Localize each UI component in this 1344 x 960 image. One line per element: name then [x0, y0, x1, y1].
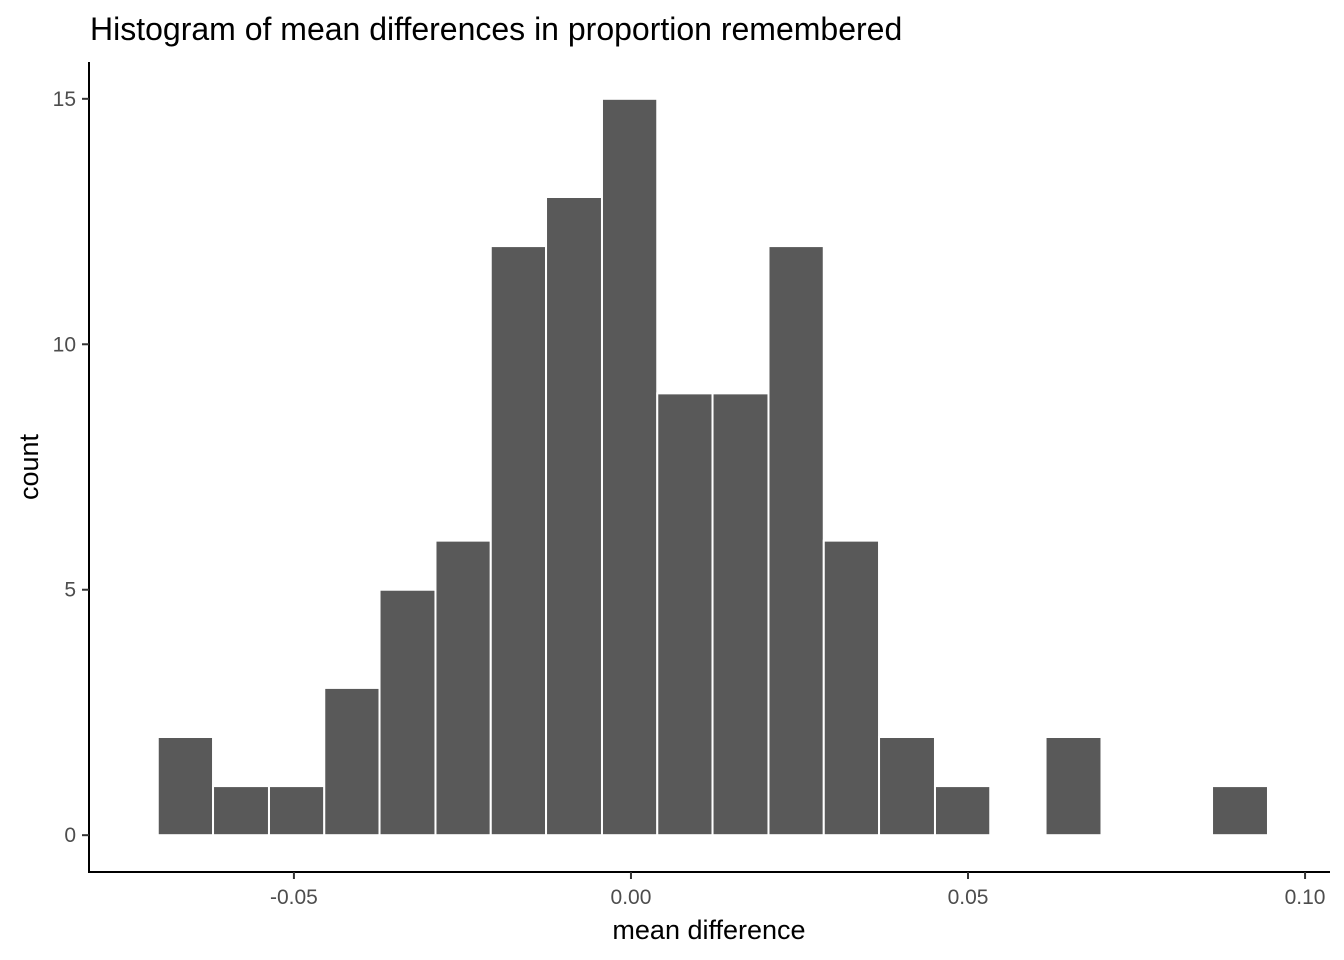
histogram-bar-20 [1211, 785, 1269, 837]
x-tick-label: 0.05 [948, 886, 989, 909]
y-tick-label: 15 [53, 88, 76, 111]
histogram-bar-3 [267, 785, 326, 837]
x-axis-title: mean difference [612, 915, 805, 945]
y-axis-ticks: 0 5 10 15 [53, 88, 89, 847]
histogram-bar-6 [434, 539, 492, 837]
y-tick-label: 5 [64, 579, 76, 602]
histogram-bar-13 [822, 539, 881, 837]
x-tick-label: -0.05 [270, 886, 318, 909]
histogram-bar-7 [489, 245, 548, 837]
histogram-bar-1 [156, 736, 215, 837]
x-tick-label: 0.10 [1285, 886, 1326, 909]
histogram-bar-9 [600, 97, 659, 837]
histogram-bar-11 [711, 392, 770, 837]
x-axis-ticks: -0.05 0.00 0.05 0.10 [270, 872, 1326, 909]
y-axis-title: count [14, 433, 44, 500]
histogram-bar-15 [933, 785, 992, 837]
y-tick-label: 0 [64, 824, 76, 847]
histogram-bar-10 [656, 392, 714, 837]
histogram-bar-8 [545, 196, 603, 837]
y-tick-label: 10 [53, 333, 76, 356]
histogram-bar-12 [767, 245, 825, 837]
chart-title: Histogram of mean differences in proport… [90, 11, 902, 47]
histogram-bar-17 [1044, 736, 1103, 837]
histogram-bar-5 [378, 588, 437, 837]
histogram-bar-4 [323, 686, 381, 837]
histogram-bars [156, 97, 1269, 837]
histogram-bar-2 [212, 785, 270, 837]
x-tick-label: 0.00 [611, 886, 652, 909]
histogram-bar-14 [878, 736, 936, 837]
